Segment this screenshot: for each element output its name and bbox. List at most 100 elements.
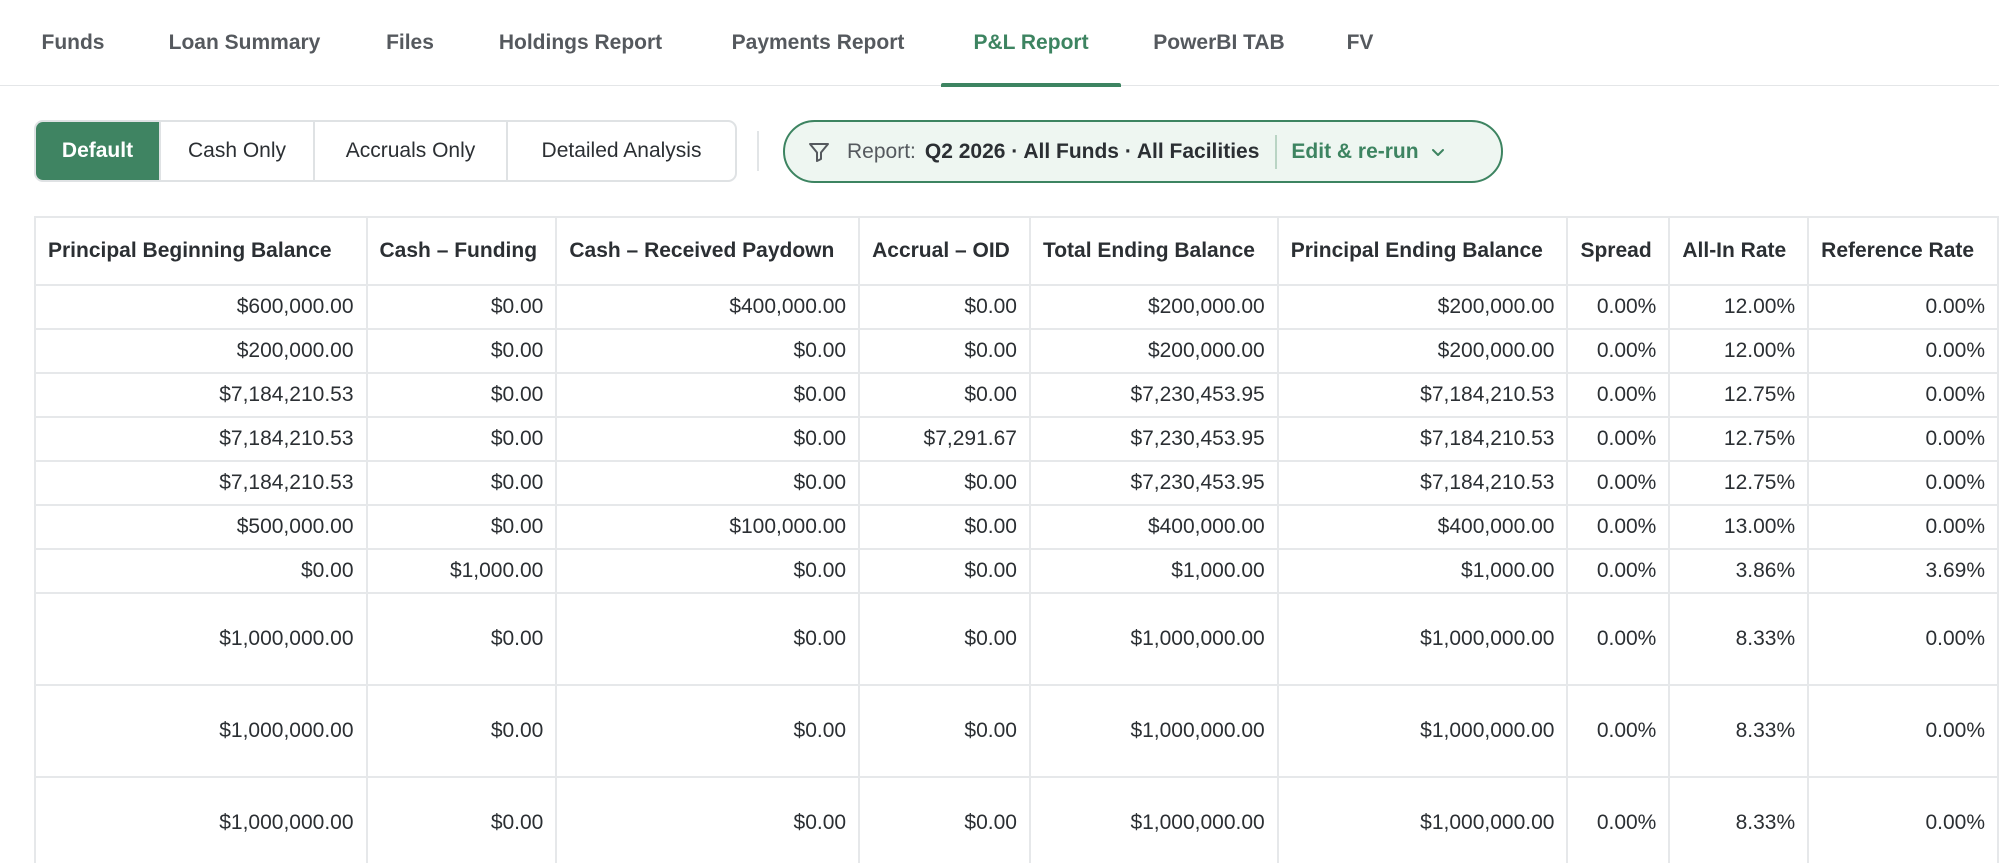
- spread-cell: 0.00%: [1566, 684, 1671, 778]
- cash-paydown-cell: $0.00: [555, 372, 861, 418]
- table-row[interactable]: $1,000,000.00 $0.00 $0.00 $0.00 $1,000,000.0…: [34, 592, 1999, 686]
- tab-funds[interactable]: Funds: [41, 31, 105, 54]
- report-label: Report:: [847, 139, 916, 163]
- reference-rate-cell: 0.00%: [1807, 416, 1999, 462]
- cash-paydown-cell: $0.00: [555, 416, 861, 462]
- table-row[interactable]: $200,000.00 $0.00 $0.00 $0.00 $200,000.00 $20…: [34, 328, 1999, 374]
- cash-funding-cell: $0.00: [365, 328, 558, 374]
- edit-rerun-label: Edit & re-run: [1291, 139, 1419, 163]
- accrual-oid-cell: $0.00: [858, 548, 1031, 594]
- view-detailed-analysis-button[interactable]: Detailed Analysis: [541, 139, 702, 162]
- column-header[interactable]: Spread: [1566, 216, 1671, 286]
- reference-rate-cell: 0.00%: [1807, 460, 1999, 506]
- reference-rate-cell: 0.00%: [1807, 776, 1999, 863]
- total-ending-cell: $400,000.00: [1028, 504, 1279, 550]
- all-in-rate-cell: 8.33%: [1668, 684, 1810, 778]
- cash-funding-cell: $0.00: [365, 776, 558, 863]
- cash-paydown-cell: $0.00: [555, 548, 861, 594]
- principal-ending-cell: $400,000.00: [1276, 504, 1569, 550]
- reference-rate-cell: 0.00%: [1807, 592, 1999, 686]
- tab-holdings-report[interactable]: Holdings Report: [498, 31, 663, 54]
- table-row[interactable]: $600,000.00 $0.00 $400,000.00 $0.00 $200,000…: [34, 284, 1999, 330]
- spread-cell: 0.00%: [1566, 592, 1671, 686]
- tab-loan-summary[interactable]: Loan Summary: [168, 31, 321, 54]
- principal-beginning-cell: $0.00: [34, 548, 368, 594]
- accrual-oid-cell: $0.00: [858, 372, 1031, 418]
- column-header[interactable]: Cash – Received Paydown: [555, 216, 861, 286]
- column-header[interactable]: Cash – Funding: [365, 216, 558, 286]
- tab-pl-report[interactable]: P&L Report: [941, 0, 1121, 87]
- cash-funding-cell: $0.00: [365, 684, 558, 778]
- tab-payments-report[interactable]: Payments Report: [731, 31, 905, 54]
- total-ending-cell: $200,000.00: [1028, 328, 1279, 374]
- cash-paydown-cell: $0.00: [555, 592, 861, 686]
- total-ending-cell: $200,000.00: [1028, 284, 1279, 330]
- accrual-oid-cell: $0.00: [858, 284, 1031, 330]
- view-cash-only-button[interactable]: Cash Only: [161, 122, 315, 180]
- spread-cell: 0.00%: [1566, 776, 1671, 863]
- view-segmented-control: Default Cash Only Accruals Only Detailed…: [34, 120, 737, 182]
- spread-cell: 0.00%: [1566, 328, 1671, 374]
- total-ending-cell: $1,000.00: [1028, 548, 1279, 594]
- table-row[interactable]: $0.00 $1,000.00 $0.00 $0.00 $1,000.00 $1,000.…: [34, 548, 1999, 594]
- report-filter-pill[interactable]: Report: Q2 2026 · All Funds · All Facili…: [783, 120, 1503, 183]
- principal-beginning-cell: $7,184,210.53: [34, 416, 368, 462]
- column-header[interactable]: Accrual – OID: [858, 216, 1031, 286]
- column-header[interactable]: Principal Ending Balance: [1276, 216, 1569, 286]
- spread-cell: 0.00%: [1566, 548, 1671, 594]
- principal-ending-cell: $7,184,210.53: [1276, 416, 1569, 462]
- table-row[interactable]: $500,000.00 $0.00 $100,000.00 $0.00 $400,000…: [34, 504, 1999, 550]
- principal-beginning-cell: $500,000.00: [34, 504, 368, 550]
- total-ending-cell: $1,000,000.00: [1028, 776, 1279, 863]
- tab-bar: Funds Loan Summary Files Holdings Report…: [0, 0, 1999, 87]
- column-header[interactable]: Principal Beginning Balance: [34, 216, 368, 286]
- reference-rate-cell: 0.00%: [1807, 504, 1999, 550]
- principal-ending-cell: $200,000.00: [1276, 284, 1569, 330]
- cash-paydown-cell: $0.00: [555, 684, 861, 778]
- all-in-rate-cell: 8.33%: [1668, 776, 1810, 863]
- total-ending-cell: $1,000,000.00: [1028, 592, 1279, 686]
- reference-rate-cell: 0.00%: [1807, 328, 1999, 374]
- cash-funding-cell: $1,000.00: [365, 548, 558, 594]
- principal-ending-cell: $7,184,210.53: [1276, 372, 1569, 418]
- all-in-rate-cell: 3.86%: [1668, 548, 1810, 594]
- all-in-rate-cell: 12.00%: [1668, 328, 1810, 374]
- accrual-oid-cell: $7,291.67: [858, 416, 1031, 462]
- table-row[interactable]: $7,184,210.53 $0.00 $0.00 $7,291.67 $7,230,4…: [34, 416, 1999, 462]
- pill-divider: [1275, 134, 1278, 169]
- table-row[interactable]: $7,184,210.53 $0.00 $0.00 $0.00 $7,230,453.9…: [34, 372, 1999, 418]
- accrual-oid-cell: $0.00: [858, 460, 1031, 506]
- pl-report-table: Principal Beginning Balance Cash – Fundi…: [34, 216, 1999, 863]
- all-in-rate-cell: 8.33%: [1668, 592, 1810, 686]
- spread-cell: 0.00%: [1566, 504, 1671, 550]
- all-in-rate-cell: 12.00%: [1668, 284, 1810, 330]
- principal-ending-cell: $1,000,000.00: [1276, 684, 1569, 778]
- edit-rerun-button[interactable]: Edit & re-run: [1291, 140, 1446, 164]
- column-header[interactable]: Total Ending Balance: [1028, 216, 1279, 286]
- cash-paydown-cell: $100,000.00: [555, 504, 861, 550]
- principal-ending-cell: $1,000.00: [1276, 548, 1569, 594]
- tab-files[interactable]: Files: [386, 31, 434, 54]
- tab-powerbi[interactable]: PowerBI TAB: [1153, 31, 1285, 54]
- cash-paydown-cell: $0.00: [555, 776, 861, 863]
- tab-fv[interactable]: FV: [1346, 31, 1374, 54]
- reference-rate-cell: 0.00%: [1807, 372, 1999, 418]
- principal-beginning-cell: $600,000.00: [34, 284, 368, 330]
- table-row[interactable]: $1,000,000.00 $0.00 $0.00 $0.00 $1,000,000.0…: [34, 776, 1999, 863]
- column-header[interactable]: Reference Rate: [1807, 216, 1999, 286]
- chevron-down-icon: [1431, 148, 1444, 156]
- spread-cell: 0.00%: [1566, 372, 1671, 418]
- view-accruals-only-button[interactable]: Accruals Only: [315, 122, 508, 180]
- total-ending-cell: $7,230,453.95: [1028, 372, 1279, 418]
- toolbar-divider: [757, 131, 759, 171]
- cash-funding-cell: $0.00: [365, 372, 558, 418]
- pl-report-table-container[interactable]: Principal Beginning Balance Cash – Fundi…: [34, 216, 1999, 863]
- table-row[interactable]: $7,184,210.53 $0.00 $0.00 $0.00 $7,230,453.9…: [34, 460, 1999, 506]
- view-default-button[interactable]: Default: [36, 122, 161, 180]
- reference-rate-cell: 3.69%: [1807, 548, 1999, 594]
- column-header[interactable]: All-In Rate: [1668, 216, 1810, 286]
- total-ending-cell: $7,230,453.95: [1028, 416, 1279, 462]
- spread-cell: 0.00%: [1566, 284, 1671, 330]
- table-row[interactable]: $1,000,000.00 $0.00 $0.00 $0.00 $1,000,000.0…: [34, 684, 1999, 778]
- principal-ending-cell: $1,000,000.00: [1276, 776, 1569, 863]
